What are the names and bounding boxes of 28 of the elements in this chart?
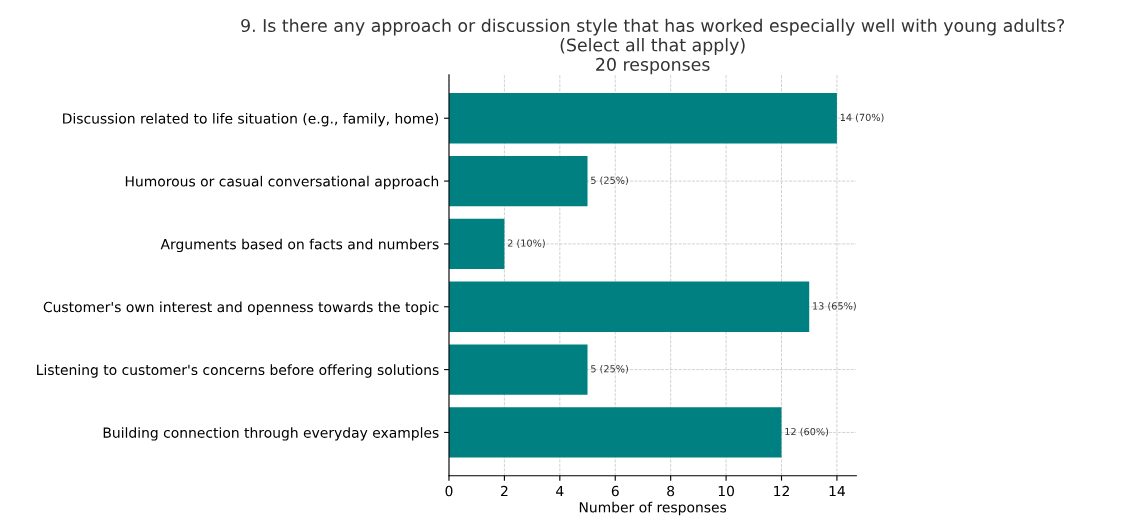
data-label: 12 (60%) xyxy=(785,427,829,437)
x-tick-label: 6 xyxy=(611,485,619,497)
x-tick-label: 12 xyxy=(774,485,789,497)
y-tick-label: Customer's own interest and openness towards the topic xyxy=(43,301,439,315)
x-tick-label: 2 xyxy=(501,485,508,497)
x-tick-label: 0 xyxy=(445,485,453,497)
chart-title: 9. Is there any approach or discussion style that has worked especially well with young adults? (Select all that apply) 20 responses xyxy=(241,18,1065,75)
y-tick-label: Humorous or casual conversational approach xyxy=(125,175,439,190)
y-tick-label: Listening to customer's concerns before offering solutions xyxy=(37,364,439,378)
x-tick-label: 10 xyxy=(718,485,734,497)
y-tick-label: Discussion related to life situation (e.g., family, home) xyxy=(63,112,439,127)
data-label: 2 (10%) xyxy=(507,239,545,248)
x-tick-label: 4 xyxy=(556,485,564,497)
bar xyxy=(448,93,837,144)
x-axis-title: Number of responses xyxy=(579,501,727,516)
data-label: 5 (25%) xyxy=(591,364,628,374)
x-tick-label: 14 xyxy=(829,485,845,497)
data-label: 5 (25%) xyxy=(591,176,628,186)
data-label: 13 (65%) xyxy=(813,302,856,311)
bar xyxy=(448,407,782,458)
data-label: 14 (70%) xyxy=(840,113,884,123)
x-tick-label: 8 xyxy=(667,485,675,497)
bar xyxy=(448,218,505,270)
bar xyxy=(448,155,588,207)
y-tick-label: Arguments based on facts and numbers xyxy=(160,238,439,253)
bar xyxy=(448,281,810,332)
y-tick-label: Building connection through everyday examples xyxy=(103,427,439,441)
bar xyxy=(448,344,588,395)
